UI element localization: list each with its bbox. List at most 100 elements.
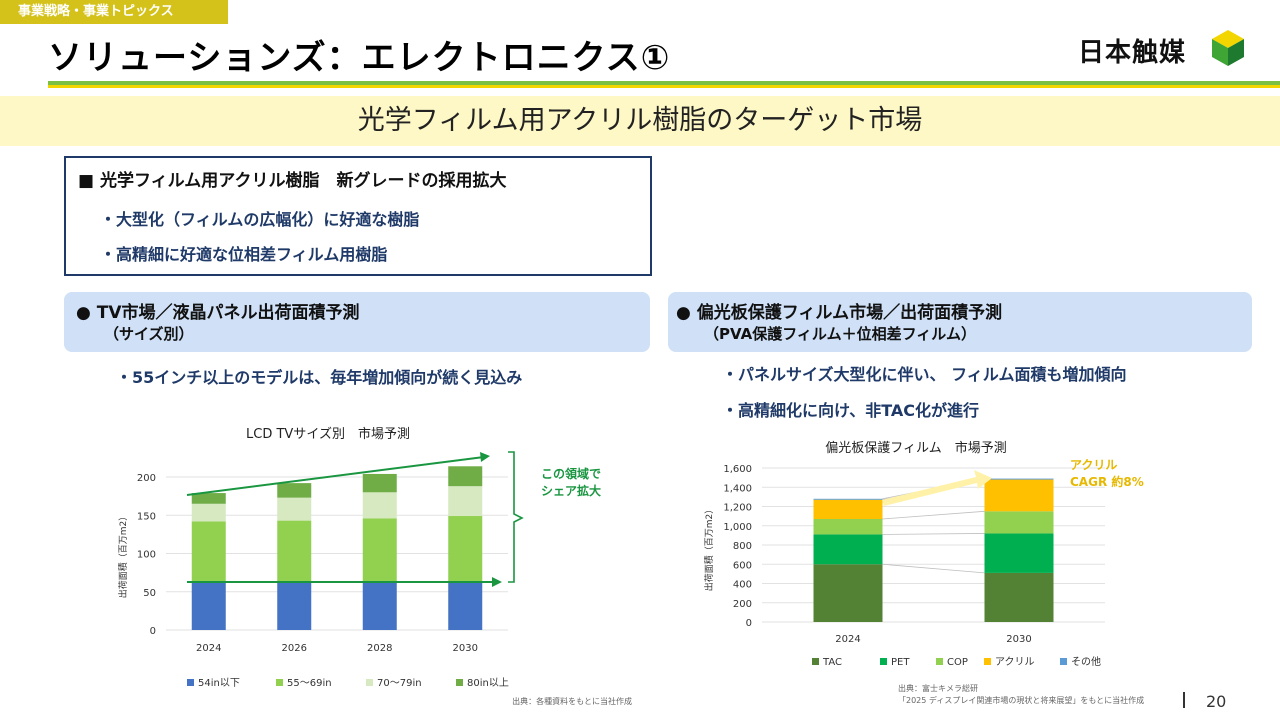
- legend-label: 80in以上: [467, 677, 509, 689]
- arrow-head-icon: [480, 452, 490, 462]
- left-source: 出典：各種資料をもとに当社作成: [512, 696, 632, 706]
- logo-mark-icon: [1212, 30, 1244, 66]
- ytick-label: 1,600: [723, 464, 752, 475]
- left-section-note: ・55インチ以上のモデルは、毎年増加傾向が続く見込み: [116, 368, 523, 387]
- cagr-annotation-line2: CAGR 約8%: [1070, 474, 1144, 489]
- page-number: 20: [1206, 692, 1227, 711]
- share-annotation-line1: この領域で: [541, 466, 601, 481]
- chart1-legend: 54in以下 55～69in 70～79in 80in以上: [187, 677, 509, 689]
- title-rule: [48, 81, 1280, 85]
- bar-segment: [984, 511, 1054, 534]
- cagr-annotation-line1: アクリル: [1070, 458, 1117, 472]
- legend-swatch: [456, 679, 463, 686]
- page-title: ソリューションズ：エレクトロニクス①: [48, 38, 671, 78]
- category-tag: 事業戦略・事業トピックス: [0, 0, 228, 24]
- bar-segment: [362, 492, 397, 519]
- legend-swatch: [366, 679, 373, 686]
- acrylic-growth-arrow: [882, 470, 992, 506]
- share-bracket: [508, 451, 524, 583]
- chart2-xtick-labels: 2024 2030: [835, 634, 1031, 645]
- ytick-label: 200: [137, 473, 156, 484]
- arrow-head-icon: [492, 577, 502, 587]
- right-source-line1: 出典：富士キメラ総研: [898, 683, 978, 693]
- title-rule-accent: [48, 85, 1280, 88]
- bar-segment: [448, 581, 483, 630]
- legend-swatch: [984, 658, 991, 665]
- chart2-ytick-labels: 0 200 400 600 800 1,000 1,200 1,400 1,600: [723, 464, 752, 629]
- bar-segment: [813, 519, 883, 535]
- bar-segment: [813, 499, 883, 520]
- trend-arrow-top: [186, 456, 485, 496]
- legend-label: その他: [1071, 655, 1101, 668]
- xtick-label: 2030: [453, 643, 478, 654]
- right-section-subtitle: （PVA保護フィルム＋位相差フィルム）: [704, 325, 976, 343]
- bar-segment: [984, 572, 1054, 622]
- right-section-band: [668, 292, 1252, 352]
- bar-segment: [191, 493, 226, 504]
- ytick-label: 200: [733, 599, 752, 610]
- legend-swatch: [812, 658, 819, 665]
- chart2-ylabel: 出荷面積（百万m2）: [703, 505, 715, 592]
- legend-swatch: [187, 679, 194, 686]
- share-annotation-line2: シェア拡大: [541, 483, 601, 498]
- feature-box: [64, 156, 652, 276]
- left-section-band: [64, 292, 650, 352]
- ytick-label: 50: [143, 588, 156, 599]
- legend-swatch: [1060, 658, 1067, 665]
- chart1-ylabel: 出荷面積（百万m2）: [117, 512, 129, 599]
- bar-segment: [277, 483, 312, 498]
- right-source-line2: 「2025 ディスプレイ関連市場の現状と将来展望」をもとに当社作成: [898, 695, 1144, 705]
- bar-segment: [813, 534, 883, 565]
- legend-label: COP: [947, 657, 968, 668]
- bar-segment: [362, 473, 397, 493]
- right-section-title: ● 偏光板保護フィルム市場／出荷面積予測: [676, 303, 1003, 323]
- ytick-label: 100: [137, 550, 156, 561]
- bar-segment: [191, 581, 226, 630]
- chart1-bars: [191, 466, 483, 630]
- bar-segment: [813, 564, 883, 622]
- ytick-label: 1,200: [723, 503, 752, 514]
- bar-segment: [984, 533, 1054, 573]
- feature-item: ・大型化（フィルムの広幅化）に好適な樹脂: [100, 210, 420, 229]
- left-section-title: ● TV市場／液晶パネル出荷面積予測: [76, 303, 360, 323]
- bar-segment: [984, 479, 1054, 512]
- connector-line: [882, 510, 985, 520]
- chart1-xtick-labels: 2024 2026 2028 2030: [196, 643, 478, 654]
- bar-segment: [362, 518, 397, 582]
- chart1-ytick-labels: 0 50 100 150 200: [137, 473, 156, 637]
- ytick-label: 800: [733, 541, 752, 552]
- legend-label: 55～69in: [287, 678, 332, 689]
- feature-item: ・高精細に好適な位相差フィルム用樹脂: [100, 245, 388, 264]
- xtick-label: 2026: [282, 643, 307, 654]
- ytick-label: 1,400: [723, 483, 752, 494]
- bar-segment: [448, 486, 483, 517]
- bar-segment: [813, 498, 883, 500]
- ytick-label: 0: [150, 626, 156, 637]
- left-section-subtitle: （サイズ別）: [104, 325, 194, 343]
- subtitle: 光学フィルム用アクリル樹脂のターゲット市場: [357, 105, 923, 136]
- bar-segment: [191, 521, 226, 582]
- legend-label: PET: [891, 657, 910, 668]
- chart2-legend: TAC PET COP アクリル その他: [812, 655, 1101, 668]
- xtick-label: 2024: [196, 643, 221, 654]
- xtick-label: 2028: [367, 643, 392, 654]
- ytick-label: 400: [733, 580, 752, 591]
- xtick-label: 2030: [1006, 634, 1031, 645]
- feature-heading: ■ 光学フィルム用アクリル樹脂 新グレードの採用拡大: [78, 171, 507, 191]
- connector-line: [882, 563, 985, 574]
- xtick-label: 2024: [835, 634, 860, 645]
- legend-swatch: [880, 658, 887, 665]
- bar-segment: [277, 497, 312, 521]
- bar-segment: [277, 581, 312, 630]
- legend-label: 70～79in: [377, 678, 422, 689]
- legend-label: 54in以下: [198, 678, 240, 689]
- legend-swatch: [936, 658, 943, 665]
- legend-label: TAC: [822, 657, 842, 668]
- legend-swatch: [276, 679, 283, 686]
- chart2-bars: [813, 478, 1054, 622]
- bar-segment: [277, 520, 312, 582]
- page-number-separator: [1183, 692, 1185, 708]
- ytick-label: 150: [137, 511, 156, 522]
- ytick-label: 1,000: [723, 522, 752, 533]
